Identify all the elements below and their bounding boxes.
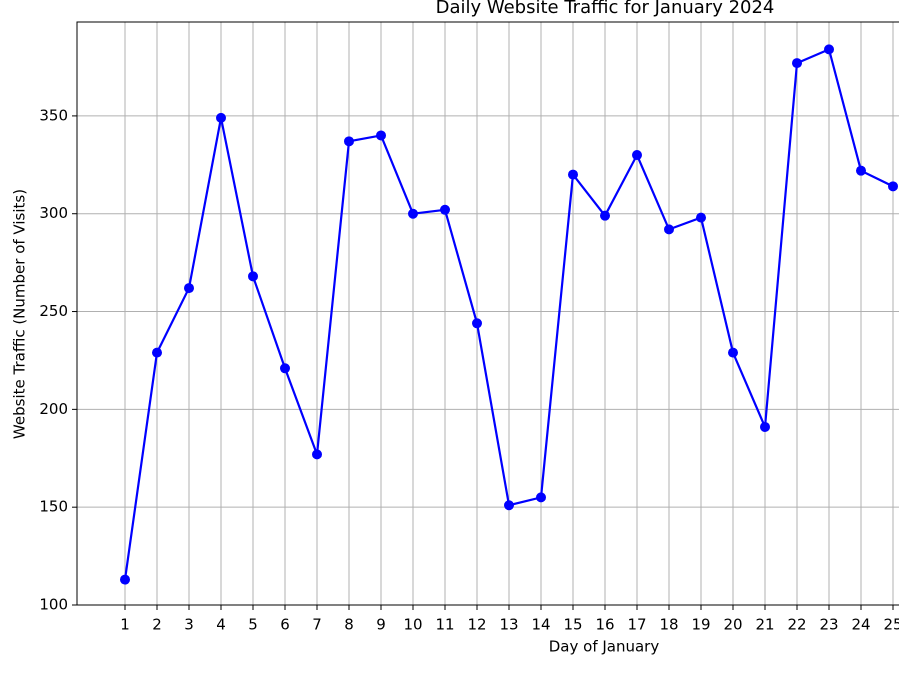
- x-tick-label: 25: [883, 616, 902, 634]
- x-tick-label: 17: [627, 616, 646, 634]
- point: [888, 181, 898, 191]
- x-tick-label: 8: [344, 616, 354, 634]
- x-tick-label: 23: [819, 616, 838, 634]
- point: [824, 44, 834, 54]
- point: [184, 283, 194, 293]
- x-tick-label: 7: [312, 616, 322, 634]
- point: [600, 211, 610, 221]
- plot: Daily Website Traffic for January 2024 D…: [11, 0, 921, 656]
- point: [376, 130, 386, 140]
- y-tick-label: 200: [39, 400, 68, 418]
- point: [408, 209, 418, 219]
- x-tick-label: 9: [376, 616, 386, 634]
- x-tick-label: 16: [595, 616, 614, 634]
- y-axis-label: Website Traffic (Number of Visits): [11, 189, 29, 439]
- point: [504, 500, 514, 510]
- x-axis-label: Day of January: [549, 638, 660, 656]
- point: [792, 58, 802, 68]
- point: [248, 271, 258, 281]
- point: [216, 113, 226, 123]
- y-tick-label: 250: [39, 302, 68, 320]
- y-tick-label: 300: [39, 204, 68, 222]
- x-tick-label: 5: [248, 616, 258, 634]
- x-tick-label: 3: [184, 616, 194, 634]
- x-tick-label: 2: [152, 616, 162, 634]
- x-tick-label: 18: [659, 616, 678, 634]
- x-tick-label: 6: [280, 616, 290, 634]
- point: [696, 213, 706, 223]
- x-tick-label: 1: [120, 616, 130, 634]
- point: [664, 224, 674, 234]
- point: [280, 363, 290, 373]
- x-tick-label: 24: [851, 616, 870, 634]
- point: [760, 422, 770, 432]
- point: [152, 348, 162, 358]
- point: [728, 348, 738, 358]
- chart-title: Daily Website Traffic for January 2024: [436, 0, 775, 18]
- x-tick-label: 4: [216, 616, 226, 634]
- x-tick-label: 11: [435, 616, 454, 634]
- y-tick-label: 150: [39, 498, 68, 516]
- point: [344, 136, 354, 146]
- x-tick-label: 22: [787, 616, 806, 634]
- x-tick-label: 12: [467, 616, 486, 634]
- point: [856, 166, 866, 176]
- point: [312, 449, 322, 459]
- point: [568, 170, 578, 180]
- point: [472, 318, 482, 328]
- point: [120, 575, 130, 585]
- x-tick-label: 15: [563, 616, 582, 634]
- plot-frame: [77, 22, 921, 605]
- point: [536, 492, 546, 502]
- point: [632, 150, 642, 160]
- y-tick-label: 100: [39, 596, 68, 614]
- x-tick-label: 20: [723, 616, 742, 634]
- x-tick-label: 13: [499, 616, 518, 634]
- y-tick-label: 350: [39, 106, 68, 124]
- x-tick-label: 14: [531, 616, 550, 634]
- x-tick-label: 19: [691, 616, 710, 634]
- x-tick-label: 10: [403, 616, 422, 634]
- x-tick-label: 21: [755, 616, 774, 634]
- point: [440, 205, 450, 215]
